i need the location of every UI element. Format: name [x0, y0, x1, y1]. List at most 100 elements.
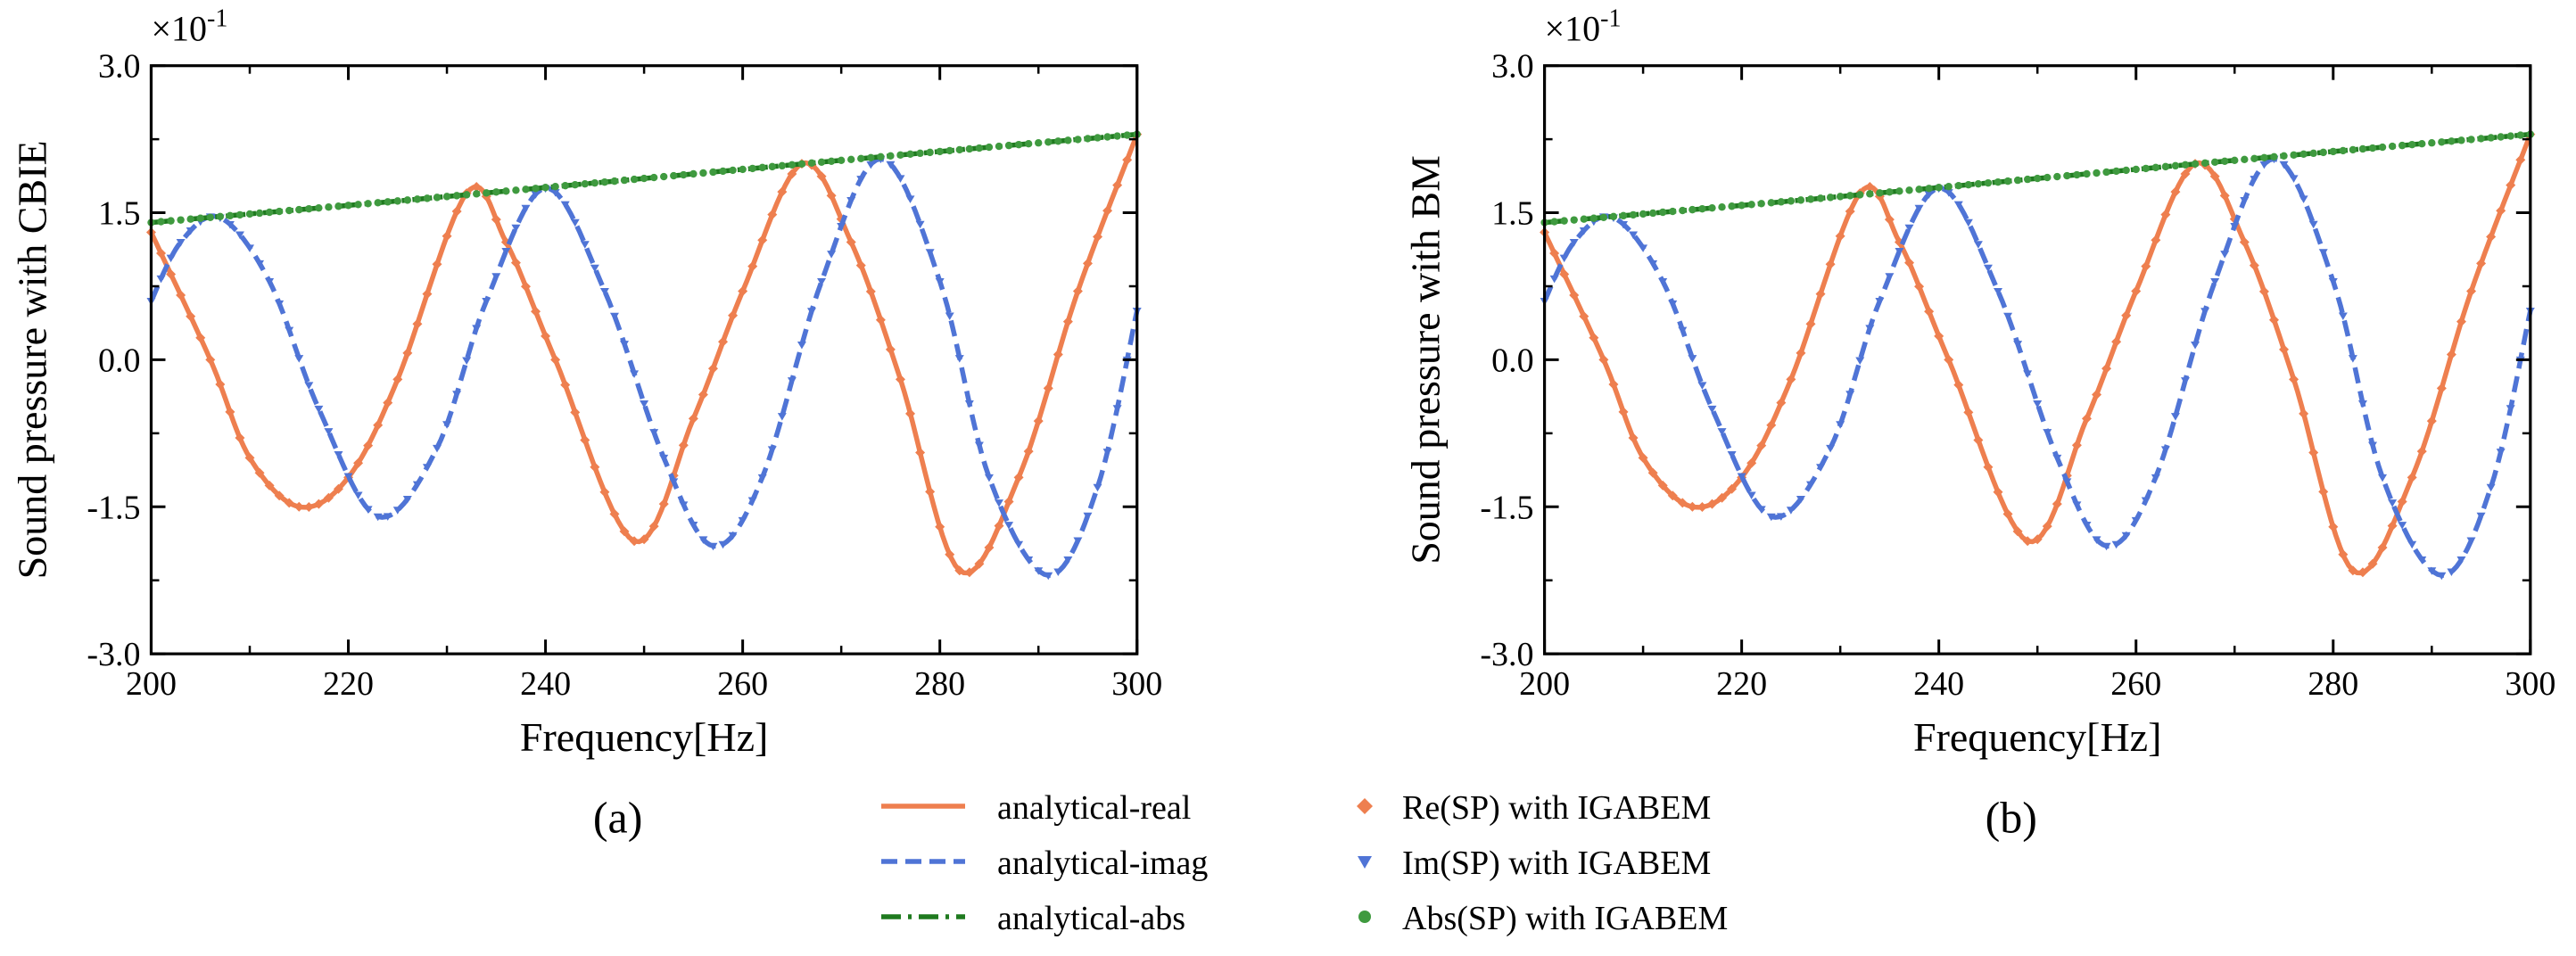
panel-a-marker-abs-sp	[630, 175, 639, 184]
panel-a-marker-abs-sp	[177, 216, 185, 224]
panel-a-marker-im-sp	[511, 224, 521, 233]
panel-a-marker-abs-sp	[709, 168, 717, 177]
panel-a-marker-im-sp	[954, 355, 964, 363]
panel-a-marker-re-sp	[767, 210, 778, 220]
panel-b-marker-abs-sp	[2132, 165, 2140, 174]
panel-b-marker-abs-sp	[2083, 169, 2091, 178]
panel-b-marker-im-sp	[2240, 196, 2250, 205]
panel-a-marker-abs-sp	[945, 146, 954, 155]
panel-b-marker-abs-sp	[2241, 155, 2249, 163]
panel-b-marker-re-sp	[1914, 281, 1925, 292]
panel-b-marker-abs-sp	[2388, 142, 2397, 151]
legend-label-re-sp-igabem: Re(SP) with IGABEM	[1402, 789, 1711, 827]
panel-a-marker-abs-sp	[975, 144, 984, 152]
panel-a-marker-re-sp	[1122, 154, 1133, 165]
panel-b-marker-abs-sp	[2280, 152, 2288, 161]
panel-a-marker-re-sp	[383, 398, 393, 408]
panel-b-marker-re-sp	[1638, 452, 1648, 463]
panel-b-marker-abs-sp	[2013, 176, 2022, 185]
panel-b-marker-re-sp	[1944, 354, 1954, 365]
panel-a-marker-re-sp	[274, 490, 285, 501]
panel-b-marker-re-sp	[1677, 498, 1688, 508]
panel-a-marker-re-sp	[945, 549, 955, 560]
panel-a-marker-re-sp	[293, 501, 304, 512]
panel-b-marker-im-sp	[2447, 568, 2456, 576]
panel-b-marker-re-sp	[1973, 434, 1984, 445]
panel-a-marker-abs-sp	[532, 185, 540, 193]
panel-a-marker-abs-sp	[571, 180, 579, 189]
panel-a-marker-re-sp	[422, 289, 433, 300]
panel-a-y-multiplier: ×10-1	[151, 5, 227, 49]
panel-a-marker-abs-sp	[827, 157, 836, 165]
panel-b-marker-re-sp	[2131, 285, 2142, 296]
panel-b-marker-abs-sp	[2142, 164, 2150, 173]
panel-b-marker-abs-sp	[2210, 158, 2219, 167]
panel-b-marker-abs-sp	[2506, 132, 2514, 140]
panel-b-marker-abs-sp	[1708, 203, 1716, 212]
panel-b-marker-abs-sp	[1876, 189, 1884, 197]
panel-a-marker-im-sp	[353, 491, 363, 500]
panel-b-marker-re-sp	[2170, 186, 2181, 197]
panel-b-marker-re-sp	[2239, 237, 2250, 248]
panel-a-marker-abs-sp	[1064, 136, 1072, 144]
panel-b-marker-im-sp	[2279, 161, 2289, 169]
panel-b-marker-abs-sp	[2349, 145, 2357, 154]
panel-b-marker-im-sp	[2357, 400, 2367, 408]
panel-a-marker-im-sp	[925, 249, 935, 257]
panel-b-marker-im-sp	[2052, 454, 2062, 463]
panel-a-marker-abs-sp	[640, 174, 648, 183]
panel-a-marker-re-sp	[363, 441, 374, 451]
panel-a-marker-abs-sp	[620, 176, 629, 185]
panel-a-marker-abs-sp	[1094, 134, 1102, 142]
panel-a-marker-im-sp	[837, 222, 846, 231]
panel-b-marker-re-sp	[2436, 383, 2447, 393]
panel-a-marker-abs-sp	[916, 149, 924, 158]
panel-a-marker-im-sp	[817, 277, 827, 286]
panel-a-marker-re-sp	[846, 237, 856, 248]
panel-b-marker-im-sp	[1658, 277, 1668, 286]
panel-a-marker-im-sp	[285, 326, 294, 335]
panel-b-marker-im-sp	[1756, 506, 1766, 514]
panel-a-y-tick-label: 1.5	[98, 195, 141, 233]
panel-a-marker-im-sp	[1112, 405, 1122, 413]
panel-b-marker-re-sp	[2308, 447, 2319, 457]
panel-b-marker-im-sp	[2092, 536, 2101, 544]
panel-b-marker-abs-sp	[2023, 175, 2032, 184]
legend-label-im-sp-igabem: Im(SP) with IGABEM	[1402, 845, 1711, 882]
panel-a-marker-re-sp	[935, 522, 945, 532]
panel-a-marker-re-sp	[954, 565, 965, 576]
panel-b-marker-im-sp	[2407, 540, 2417, 549]
panel-a-marker-im-sp	[324, 428, 334, 436]
panel-b-marker-re-sp	[2476, 258, 2487, 268]
panel-a-marker-re-sp	[225, 407, 235, 417]
panel-a-marker-im-sp	[718, 540, 728, 549]
panel-b-x-tick-label: 280	[2308, 665, 2358, 703]
panel-b-marker-re-sp	[2515, 154, 2526, 165]
panel-b-marker-re-sp	[2496, 205, 2506, 216]
panel-b-marker-abs-sp	[1767, 199, 1775, 207]
panel-b-y-tick-label: 3.0	[1491, 48, 1534, 86]
panel-a-marker-re-sp	[629, 536, 640, 547]
panel-a-marker-abs-sp	[1054, 137, 1062, 145]
panel-b-marker-re-sp	[1776, 398, 1787, 408]
panel-b-marker-im-sp	[1845, 391, 1855, 399]
panel-b-y-tick-label: 0.0	[1491, 342, 1534, 379]
panel-b-marker-im-sp	[1678, 326, 1688, 335]
panel-b-marker-re-sp	[1628, 433, 1639, 443]
panel-b-marker-re-sp	[2141, 261, 2151, 272]
panel-b-marker-im-sp	[1953, 201, 1963, 210]
panel-a-marker-im-sp	[1034, 567, 1044, 575]
panel-b-marker-re-sp	[2456, 317, 2466, 327]
panel-b-marker-im-sp	[2466, 537, 2476, 546]
panel-a-marker-abs-sp	[955, 145, 963, 154]
panel-a-x-tick-label: 200	[126, 665, 177, 703]
panel-b-marker-im-sp	[2427, 567, 2437, 575]
panel-a-marker-abs-sp	[1113, 132, 1121, 140]
panel-a-marker-re-sp	[826, 190, 837, 201]
panel-b-marker-abs-sp	[1560, 217, 1568, 225]
panel-a-marker-im-sp	[1044, 572, 1053, 581]
panel-a-marker-im-sp	[787, 377, 797, 385]
panel-a-marker-abs-sp	[442, 193, 451, 201]
panel-b-marker-abs-sp	[1836, 193, 1845, 201]
panel-a-marker-re-sp	[658, 499, 669, 509]
